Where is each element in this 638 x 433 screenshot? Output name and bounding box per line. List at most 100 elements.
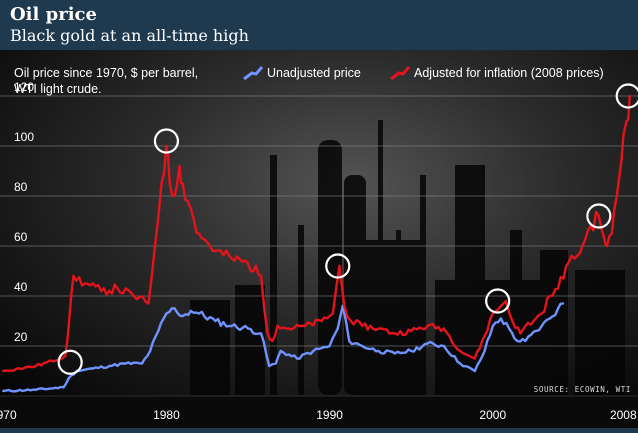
data-point-unadjusted <box>2 389 5 393</box>
data-point-adjusted <box>524 324 527 328</box>
data-point-unadjusted <box>246 327 250 330</box>
data-point-unadjusted <box>295 357 299 360</box>
data-point-unadjusted <box>556 307 560 310</box>
data-point-adjusted <box>18 367 21 370</box>
data-point-adjusted <box>605 244 609 248</box>
data-point-adjusted <box>192 219 196 223</box>
legend-label-adjusted: Adjusted for inflation (2008 prices) <box>414 66 604 80</box>
data-point-unadjusted <box>312 349 315 353</box>
data-point-adjusted <box>34 364 38 368</box>
data-point-adjusted <box>483 334 486 338</box>
data-point-unadjusted <box>274 362 277 365</box>
highlight-circle <box>325 253 351 279</box>
data-point-unadjusted <box>91 367 95 370</box>
data-point-unadjusted <box>148 349 152 353</box>
data-point-adjusted <box>622 134 625 138</box>
data-point-adjusted <box>349 319 353 323</box>
data-point-adjusted <box>343 304 346 308</box>
data-point-adjusted <box>160 182 163 185</box>
legend-label-unadjusted: Unadjusted price <box>267 66 361 80</box>
data-point-adjusted <box>556 287 560 290</box>
data-point-adjusted <box>72 274 75 278</box>
data-point-unadjusted <box>361 344 364 348</box>
y-tick-label: 120 <box>14 80 34 94</box>
data-point-adjusted <box>178 164 181 168</box>
data-point-adjusted <box>165 144 168 148</box>
data-point-adjusted <box>287 327 291 330</box>
highlight-circle <box>57 349 83 375</box>
data-point-unadjusted <box>561 302 565 305</box>
data-point-adjusted <box>610 232 614 235</box>
series-line-unadjusted <box>3 302 564 393</box>
data-point-adjusted <box>168 182 171 185</box>
legend: Unadjusted price Adjusted for inflation … <box>243 66 604 81</box>
x-tick-label: 1970 <box>0 408 17 422</box>
x-axis-band <box>0 396 638 433</box>
data-point-adjusted <box>64 354 67 358</box>
data-point-unadjusted <box>124 362 127 365</box>
data-point-unadjusted <box>140 362 144 365</box>
data-point-adjusted <box>214 249 217 253</box>
data-point-unadjusted <box>507 327 511 330</box>
data-point-adjusted <box>573 257 576 260</box>
data-point-unadjusted <box>473 369 477 373</box>
y-tick-label: 20 <box>14 330 28 344</box>
data-point-adjusted <box>132 294 136 298</box>
header-bar <box>0 0 638 50</box>
chart-subtitle-line-2: WTI light crude. <box>14 82 102 96</box>
data-point-adjusted <box>303 324 307 328</box>
data-point-unadjusted <box>393 352 397 355</box>
data-point-adjusted <box>259 274 263 278</box>
data-point-unadjusted <box>67 377 70 380</box>
highlight-circle <box>153 128 180 154</box>
data-point-adjusted <box>519 332 522 335</box>
data-point-unadjusted <box>157 329 160 333</box>
source-note: SOURCE: ECOWIN, WTI <box>534 385 631 394</box>
data-point-adjusted <box>181 182 184 185</box>
data-point-adjusted <box>83 282 87 285</box>
series-line-adjusted <box>3 95 631 373</box>
data-point-adjusted <box>473 357 477 360</box>
data-point-adjusted <box>565 264 568 268</box>
page-title: Oil price <box>10 4 97 25</box>
data-point-unadjusted <box>483 349 486 353</box>
data-point-adjusted <box>511 319 514 323</box>
data-point-adjusted <box>186 199 189 203</box>
data-point-adjusted <box>426 324 429 328</box>
data-point-adjusted <box>615 194 618 198</box>
x-tick-label: 1980 <box>153 408 180 422</box>
data-point-adjusted <box>377 327 380 330</box>
data-point-unadjusted <box>197 312 201 315</box>
y-axis-ticks: 20 40 60 80 100 120 <box>14 80 34 344</box>
data-point-adjusted <box>548 294 552 298</box>
data-point-adjusted <box>320 319 323 323</box>
data-point-adjusted <box>393 332 397 335</box>
data-point-adjusted <box>618 169 622 173</box>
data-point-unadjusted <box>34 388 38 391</box>
x-tick-label: 2008 <box>610 408 637 422</box>
y-tick-label: 60 <box>14 230 28 244</box>
data-point-adjusted <box>361 324 364 328</box>
highlight-circle <box>586 203 612 229</box>
data-point-adjusted <box>442 327 446 330</box>
refinery-silhouette <box>190 120 625 395</box>
data-point-unadjusted <box>165 312 168 315</box>
chart-subtitle-line-1: Oil price since 1970, $ per barrel, <box>14 66 198 80</box>
data-point-adjusted <box>597 214 601 218</box>
legend-swatch-adjusted <box>390 66 411 81</box>
y-tick-label: 100 <box>14 130 34 144</box>
bottom-accent-bar <box>0 428 638 433</box>
data-point-adjusted <box>540 312 543 315</box>
data-point-unadjusted <box>409 349 413 353</box>
data-point-adjusted <box>532 319 535 323</box>
highlight-circle <box>615 83 638 109</box>
data-point-adjusted <box>491 312 494 315</box>
data-point-unadjusted <box>548 317 552 320</box>
data-point-adjusted <box>51 359 54 363</box>
data-point-unadjusted <box>328 344 331 348</box>
data-point-unadjusted <box>181 314 184 318</box>
data-point-adjusted <box>99 289 103 293</box>
data-point-unadjusted <box>259 332 263 335</box>
data-point-unadjusted <box>491 324 494 328</box>
